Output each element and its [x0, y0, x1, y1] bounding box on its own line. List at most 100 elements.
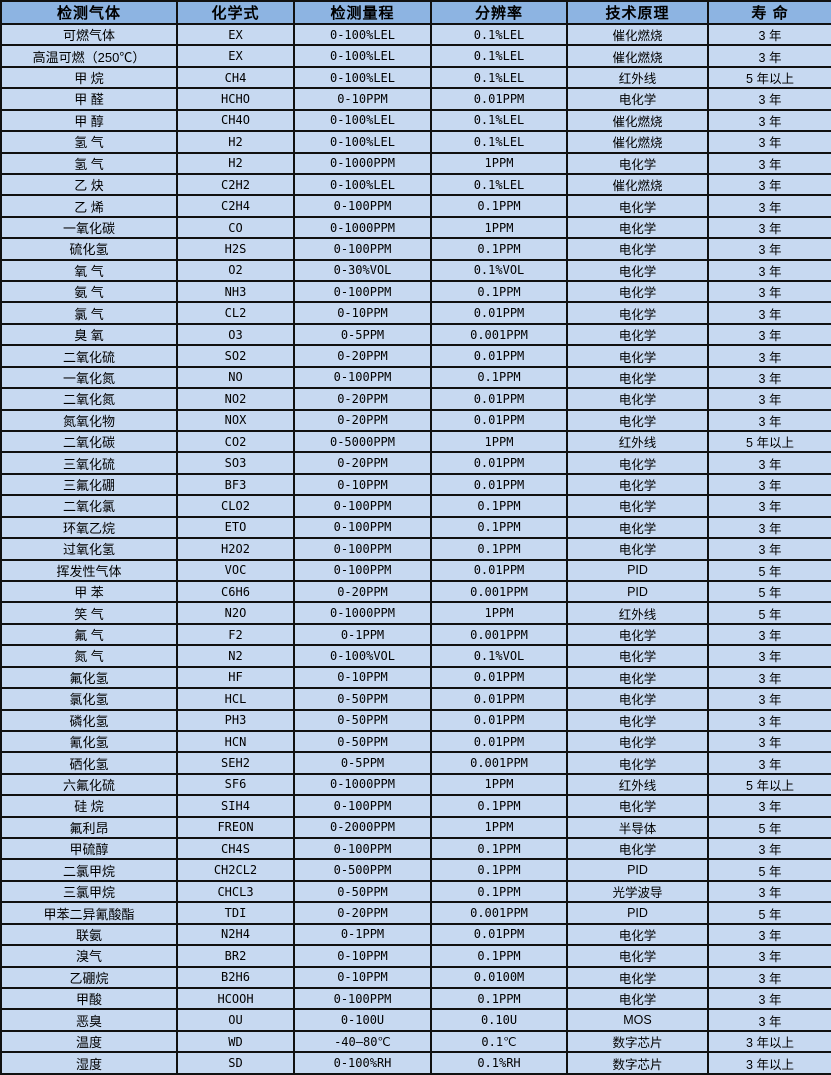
cell-principle: 电化学	[566, 922, 709, 947]
cell-range: 0-2000PPM	[293, 815, 432, 840]
cell-principle: 电化学	[566, 986, 709, 1011]
cell-formula: SIH4	[176, 794, 295, 818]
cell-gas-name: 氯化氢	[0, 687, 178, 711]
cell-resolution: 0.01PPM	[430, 558, 568, 582]
cell-formula: CHCL3	[176, 879, 295, 904]
cell-lifespan: 3 年	[707, 472, 831, 497]
cell-range: 0-100U	[293, 1008, 432, 1032]
cell-lifespan: 3 年	[707, 44, 831, 68]
cell-gas-name: 氮氧化物	[0, 408, 178, 433]
cell-formula: C2H2	[176, 172, 295, 197]
cell-range: 0-1000PPM	[293, 215, 432, 240]
cell-range: 0-50PPM	[293, 879, 432, 904]
cell-principle: PID	[566, 579, 709, 604]
cell-formula: CO2	[176, 429, 295, 454]
cell-principle: 催化燃烧	[566, 108, 709, 133]
table-row: 氟 气 F2 0-1PPM 0.001PPM 电化学 3 年	[0, 622, 831, 647]
cell-formula: BF3	[176, 472, 295, 497]
cell-range: 0-10PPM	[293, 301, 432, 325]
cell-resolution: 0.1PPM	[430, 515, 568, 540]
cell-principle: 电化学	[566, 87, 709, 111]
cell-resolution: 0.1PPM	[430, 280, 568, 304]
cell-principle: 电化学	[566, 687, 709, 711]
cell-formula: NOX	[176, 408, 295, 433]
cell-formula: TDI	[176, 901, 295, 925]
cell-resolution: 0.1PPM	[430, 194, 568, 218]
cell-gas-name: 溴气	[0, 944, 178, 968]
table-row: 可燃气体 EX 0-100%LEL 0.1%LEL 催化燃烧 3 年	[0, 22, 831, 47]
cell-principle: 电化学	[566, 365, 709, 390]
cell-range: 0-50PPM	[293, 729, 432, 754]
cell-formula: N2O	[176, 601, 295, 625]
cell-resolution: 0.1PPM	[430, 858, 568, 882]
cell-formula: HCL	[176, 687, 295, 711]
cell-range: 0-100PPM	[293, 537, 432, 561]
cell-resolution: 0.01PPM	[430, 87, 568, 111]
cell-range: 0-500PPM	[293, 858, 432, 882]
cell-formula: WD	[176, 1029, 295, 1054]
table-row: 三氧化硫 SO3 0-20PPM 0.01PPM 电化学 3 年	[0, 451, 831, 475]
table-row: 氰化氢 HCN 0-50PPM 0.01PPM 电化学 3 年	[0, 729, 831, 754]
cell-gas-name: 氢 气	[0, 151, 178, 175]
cell-formula: H2O2	[176, 537, 295, 561]
cell-range: 0-100%LEL	[293, 22, 432, 47]
cell-resolution: 0.10U	[430, 1008, 568, 1032]
cell-formula: EX	[176, 22, 295, 47]
cell-resolution: 1PPM	[430, 429, 568, 454]
cell-range: 0-20PPM	[293, 451, 432, 475]
cell-formula: VOC	[176, 558, 295, 582]
table-row: 甲 烷 CH4 0-100%LEL 0.1%LEL 红外线 5 年以上	[0, 65, 831, 90]
table-row: 溴气 BR2 0-10PPM 0.1PPM 电化学 3 年	[0, 944, 831, 968]
cell-range: 0-100%LEL	[293, 65, 432, 90]
cell-lifespan: 5 年	[707, 601, 831, 625]
cell-principle: 催化燃烧	[566, 22, 709, 47]
cell-range: 0-1PPM	[293, 622, 432, 647]
cell-principle: 电化学	[566, 537, 709, 561]
column-header-formula: 化学式	[176, 0, 295, 25]
cell-gas-name: 乙 炔	[0, 172, 178, 197]
cell-lifespan: 3 年	[707, 986, 831, 1011]
cell-gas-name: 过氧化氢	[0, 537, 178, 561]
cell-resolution: 0.1PPM	[430, 365, 568, 390]
cell-gas-name: 六氟化硫	[0, 772, 178, 797]
table-row: 氢 气 H2 0-1000PPM 1PPM 电化学 3 年	[0, 151, 831, 175]
cell-lifespan: 3 年	[707, 108, 831, 133]
cell-formula: HCOOH	[176, 986, 295, 1011]
cell-resolution: 0.001PPM	[430, 579, 568, 604]
cell-principle: 催化燃烧	[566, 172, 709, 197]
cell-lifespan: 5 年	[707, 579, 831, 604]
cell-resolution: 0.01PPM	[430, 729, 568, 754]
cell-gas-name: 氟化氢	[0, 665, 178, 690]
cell-range: 0-100PPM	[293, 280, 432, 304]
cell-principle: 电化学	[566, 665, 709, 690]
cell-range: 0-50PPM	[293, 708, 432, 732]
cell-resolution: 1PPM	[430, 601, 568, 625]
cell-formula: HF	[176, 665, 295, 690]
cell-lifespan: 3 年	[707, 172, 831, 197]
cell-resolution: 0.01PPM	[430, 344, 568, 368]
cell-lifespan: 3 年	[707, 237, 831, 261]
table-row: 臭 氧 O3 0-5PPM 0.001PPM 电化学 3 年	[0, 322, 831, 347]
cell-range: 0-100%LEL	[293, 130, 432, 154]
cell-range: 0-20PPM	[293, 344, 432, 368]
cell-range: 0-100PPM	[293, 515, 432, 540]
cell-lifespan: 3 年	[707, 944, 831, 968]
cell-gas-name: 氢 气	[0, 130, 178, 154]
cell-range: 0-5PPM	[293, 322, 432, 347]
table-row: 氯化氢 HCL 0-50PPM 0.01PPM 电化学 3 年	[0, 687, 831, 711]
table-row: 一氧化氮 NO 0-100PPM 0.1PPM 电化学 3 年	[0, 365, 831, 390]
cell-lifespan: 3 年	[707, 922, 831, 947]
cell-principle: 电化学	[566, 644, 709, 668]
cell-formula: O3	[176, 322, 295, 347]
cell-resolution: 0.01PPM	[430, 922, 568, 947]
cell-resolution: 0.01PPM	[430, 665, 568, 690]
table-row: 二氧化氮 NO2 0-20PPM 0.01PPM 电化学 3 年	[0, 387, 831, 411]
cell-gas-name: 湿度	[0, 1051, 178, 1075]
table-row: 乙 烯 C2H4 0-100PPM 0.1PPM 电化学 3 年	[0, 194, 831, 218]
table-row: 二氯甲烷 CH2CL2 0-500PPM 0.1PPM PID 5 年	[0, 858, 831, 882]
cell-principle: 催化燃烧	[566, 44, 709, 68]
cell-lifespan: 5 年	[707, 901, 831, 925]
cell-principle: 半导体	[566, 815, 709, 840]
cell-lifespan: 3 年	[707, 408, 831, 433]
